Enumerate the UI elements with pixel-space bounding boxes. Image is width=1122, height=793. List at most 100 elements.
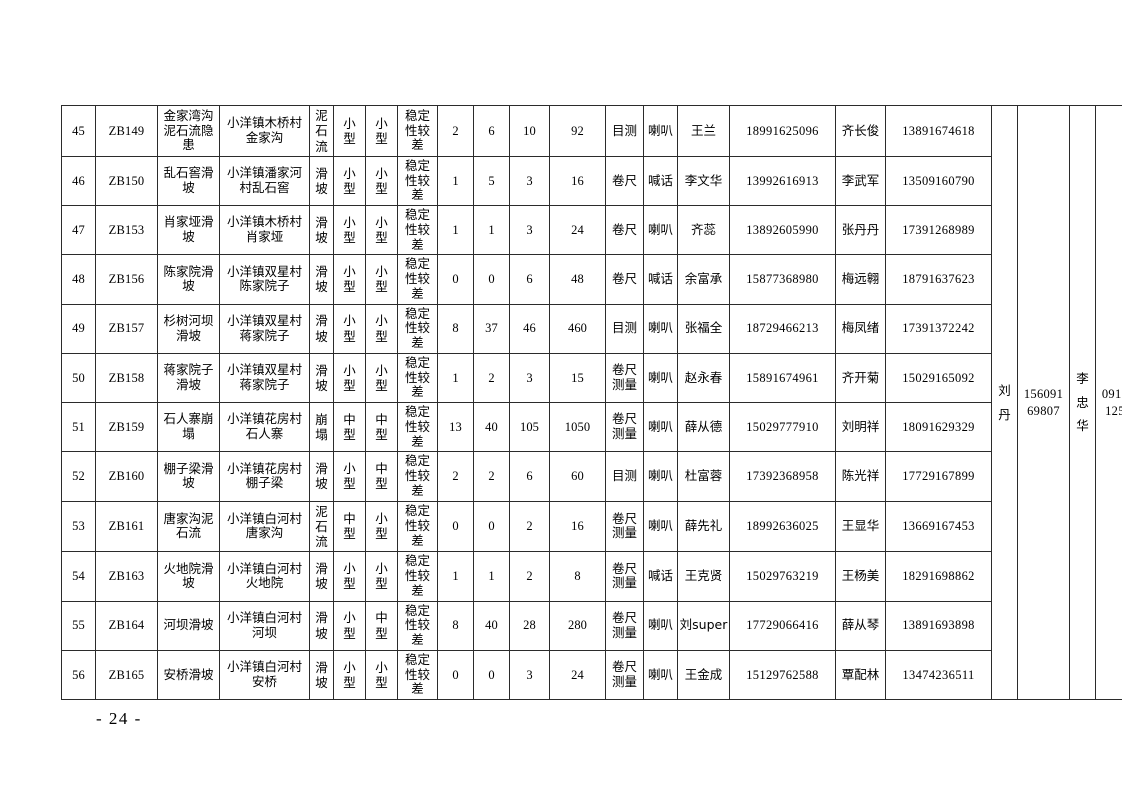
cell-monitor-person: 薛先礼 [677, 500, 730, 553]
cell-scale: 中型 [333, 401, 366, 453]
cell-responsible-phone: 18291698862 [885, 551, 992, 602]
cell-households: 2 [437, 105, 474, 157]
cell-warn-method: 喇叭 [643, 600, 678, 651]
table-row: 55 ZB164 河坝滑坡 小洋镇白河村河坝滑坡小型中型稳定性较差 8 40 28 280 卷尺… [61, 600, 1122, 651]
cell-monitor-person: 刘super [677, 600, 730, 651]
cell-hazard-type: 滑坡 [309, 254, 334, 305]
cell-responsible-person: 王杨美 [835, 551, 886, 602]
cell-level: 小型 [365, 649, 398, 701]
cell-stability: 稳定性较差 [397, 649, 438, 701]
cell-people: 40 [473, 401, 510, 453]
cell-hazard-name: 河坝滑坡 [157, 600, 220, 651]
cell-responsible-phone: 13474236511 [885, 649, 992, 701]
cell-assets: 8 [549, 551, 606, 602]
table-row: 48 ZB156 陈家院滑坡 小洋镇双星村陈家院子滑坡小型小型稳定性较差 0 0 6 48 卷尺… [61, 254, 1122, 305]
cell-scale: 中型 [333, 500, 366, 553]
cell-monitor-phone: 17729066416 [729, 600, 836, 651]
cell-location: 小洋镇双星村蒋家院子 [219, 303, 310, 354]
cell-responsible-person: 齐开菊 [835, 352, 886, 404]
cell-households: 2 [437, 451, 474, 502]
cell-hazard-type: 滑坡 [309, 600, 334, 651]
cell-assets: 92 [549, 105, 606, 157]
cell-responsible-phone: 18091629329 [885, 401, 992, 453]
table-row: 46 ZB150 乱石窖滑坡 小洋镇潘家河村乱石窖滑坡小型小型稳定性较差 1 5 3 16 卷尺… [61, 155, 1122, 207]
cell-people: 1 [473, 551, 510, 602]
cell-monitor-person: 薛从德 [677, 401, 730, 453]
cell-hazard-type: 滑坡 [309, 551, 334, 602]
table-row: 53 ZB161 唐家沟泥石流 小洋镇白河村唐家沟泥石流中型小型稳定性较差 0 0 2 16 卷… [61, 500, 1122, 553]
cell-warn-method: 喊话 [643, 254, 678, 305]
cell-monitor-phone: 18991625096 [729, 105, 836, 157]
cell-people: 40 [473, 600, 510, 651]
cell-monitor-phone: 17392368958 [729, 451, 836, 502]
cell-responsible-phone: 13509160790 [885, 155, 992, 207]
cell-responsible-person: 李武军 [835, 155, 886, 207]
cell-monitor-method: 卷尺测量 [605, 352, 644, 404]
cell-seq: 55 [61, 600, 96, 651]
cell-seq: 49 [61, 303, 96, 354]
cell-assets: 280 [549, 600, 606, 651]
cell-seq: 51 [61, 401, 96, 453]
cell-hazard-name: 蒋家院子滑坡 [157, 352, 220, 404]
cell-scale: 小型 [333, 551, 366, 602]
table-row: 52 ZB160 棚子梁滑坡 小洋镇花房村棚子梁滑坡小型中型稳定性较差 2 2 6 60 目测喇… [61, 451, 1122, 502]
cell-hazard-name: 唐家沟泥石流 [157, 500, 220, 553]
cell-seq: 47 [61, 204, 96, 256]
cell-location: 小洋镇双星村蒋家院子 [219, 352, 310, 404]
cell-warn-method: 喊话 [643, 155, 678, 207]
cell-scale: 小型 [333, 600, 366, 651]
cell-responsible-phone: 18791637623 [885, 254, 992, 305]
cell-level: 小型 [365, 254, 398, 305]
cell-responsible-person: 陈光祥 [835, 451, 886, 502]
cell-stability: 稳定性较差 [397, 500, 438, 553]
cell-stability: 稳定性较差 [397, 551, 438, 602]
cell-location: 小洋镇白河村唐家沟 [219, 500, 310, 553]
cell-seq: 54 [61, 551, 96, 602]
cell-responsible-person: 张丹丹 [835, 204, 886, 256]
cell-monitor-phone: 18992636025 [729, 500, 836, 553]
cell-stability: 稳定性较差 [397, 254, 438, 305]
cell-assets: 16 [549, 500, 606, 553]
cell-warn-method: 喊话 [643, 551, 678, 602]
cell-seq: 48 [61, 254, 96, 305]
cell-warn-method: 喇叭 [643, 451, 678, 502]
cell-people: 5 [473, 155, 510, 207]
table-row: 47 ZB153 肖家垭滑坡 小洋镇木桥村肖家垭滑坡小型小型稳定性较差 1 1 3 24 卷尺喇… [61, 204, 1122, 256]
cell-risk-people: 46 [509, 303, 550, 354]
cell-code: ZB157 [95, 303, 158, 354]
cell-people: 37 [473, 303, 510, 354]
cell-risk-people: 105 [509, 401, 550, 453]
table-row: 45 ZB149 金家湾沟泥石流隐患 小洋镇木桥村金家沟泥石流小型小型稳定性较差 2 6 1… [61, 105, 1122, 700]
cell-code: ZB156 [95, 254, 158, 305]
cell-households: 0 [437, 254, 474, 305]
cell-monitor-phone: 15029777910 [729, 401, 836, 453]
page-number: - 24 - [96, 709, 142, 728]
cell-responsible-person: 薛从琴 [835, 600, 886, 651]
cell-monitor-method: 卷尺 [605, 254, 644, 305]
cell-hazard-name: 安桥滑坡 [157, 649, 220, 701]
cell-location: 小洋镇白河村火地院 [219, 551, 310, 602]
cell-households: 1 [437, 204, 474, 256]
cell-households: 1 [437, 155, 474, 207]
cell-leader-phone: 09166712533 [1095, 105, 1122, 700]
cell-responsible-person: 王显华 [835, 500, 886, 553]
cell-people: 0 [473, 254, 510, 305]
cell-code: ZB164 [95, 600, 158, 651]
cell-assets: 60 [549, 451, 606, 502]
cell-level: 小型 [365, 155, 398, 207]
cell-scale: 小型 [333, 303, 366, 354]
cell-warn-method: 喇叭 [643, 500, 678, 553]
cell-monitor-person: 赵永春 [677, 352, 730, 404]
cell-monitor-method: 卷尺 [605, 204, 644, 256]
cell-risk-people: 6 [509, 254, 550, 305]
cell-location: 小洋镇潘家河村乱石窖 [219, 155, 310, 207]
cell-location: 小洋镇花房村棚子梁 [219, 451, 310, 502]
cell-code: ZB153 [95, 204, 158, 256]
cell-monitor-person: 李文华 [677, 155, 730, 207]
cell-people: 2 [473, 352, 510, 404]
cell-monitor-person: 王兰 [677, 105, 730, 157]
cell-responsible-person: 刘明祥 [835, 401, 886, 453]
table-row: 51 ZB159 石人寨崩塌 小洋镇花房村石人寨崩塌中型中型稳定性较差 13 40 105 1… [61, 401, 1122, 453]
cell-monitor-person: 王克贤 [677, 551, 730, 602]
